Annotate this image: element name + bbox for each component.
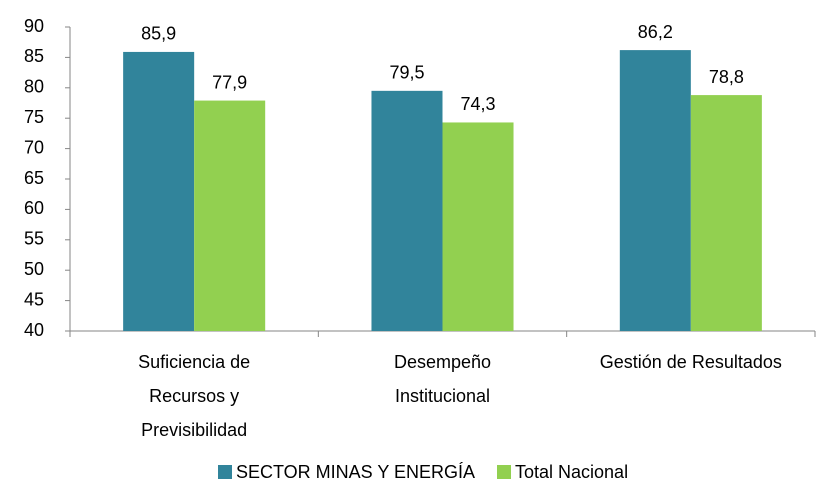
bar	[194, 100, 266, 332]
value-label: 79,5	[389, 63, 424, 83]
bar	[371, 90, 443, 331]
bar	[690, 95, 762, 331]
value-label: 86,2	[638, 22, 673, 42]
bar	[619, 50, 691, 331]
y-tick-label: 40	[24, 320, 44, 340]
x-tick-label: Suficiencia de Recursos y Previsibilidad	[138, 352, 250, 440]
y-tick-label: 60	[24, 198, 44, 218]
value-label: 77,9	[212, 72, 247, 92]
y-tick-label: 50	[24, 259, 44, 279]
legend-label: SECTOR MINAS Y ENERGÍA	[236, 462, 475, 482]
bar	[123, 51, 195, 331]
bar	[442, 122, 514, 332]
y-tick-label: 75	[24, 107, 44, 127]
x-tick-label-line: Recursos y	[149, 386, 239, 406]
value-label: 85,9	[141, 24, 176, 44]
x-tick-label: Gestión de Resultados	[600, 352, 782, 372]
legend-swatch	[497, 465, 511, 479]
y-tick-label: 85	[24, 46, 44, 66]
y-tick-label: 55	[24, 229, 44, 249]
x-tick-label-line: Gestión de Resultados	[600, 352, 782, 372]
x-tick-label: Desempeño Institucional	[394, 352, 491, 406]
x-tick-label-line: Previsibilidad	[141, 420, 247, 440]
legend-label: Total Nacional	[515, 462, 628, 482]
y-tick-label: 65	[24, 168, 44, 188]
x-tick-label-line: Institucional	[395, 386, 490, 406]
y-tick-label: 90	[24, 16, 44, 36]
y-tick-label: 80	[24, 77, 44, 97]
x-tick-label-line: Desempeño	[394, 352, 491, 372]
legend-swatch	[218, 465, 232, 479]
y-tick-label: 70	[24, 137, 44, 157]
x-tick-label-line: Suficiencia de	[138, 352, 250, 372]
y-tick-label: 45	[24, 289, 44, 309]
value-label: 78,8	[709, 67, 744, 87]
value-label: 74,3	[460, 94, 495, 114]
